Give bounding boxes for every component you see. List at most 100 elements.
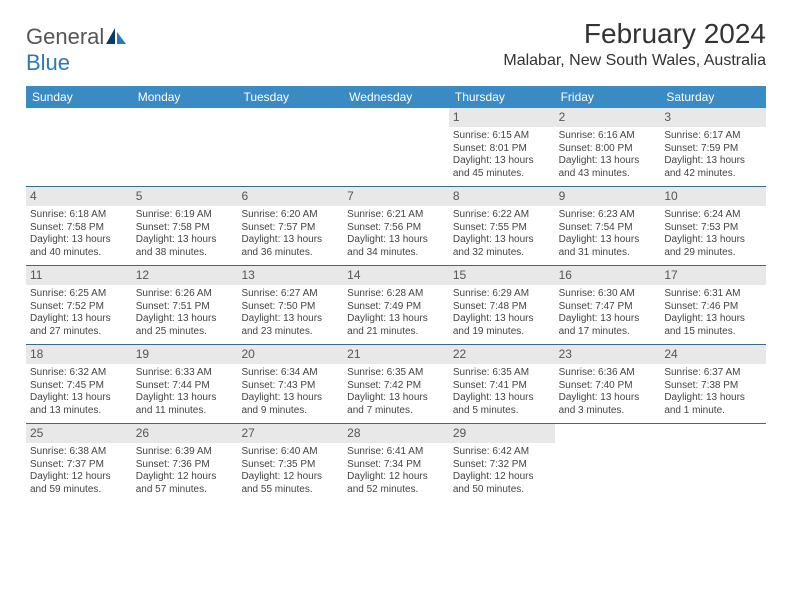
logo-word2: Blue bbox=[26, 50, 70, 75]
calendar-row: 11Sunrise: 6:25 AMSunset: 7:52 PMDayligh… bbox=[26, 266, 766, 345]
calendar-cell: 4Sunrise: 6:18 AMSunset: 7:58 PMDaylight… bbox=[26, 187, 132, 265]
sunset-line: Sunset: 7:41 PM bbox=[453, 380, 551, 393]
daylight-line: Daylight: 13 hours and 27 minutes. bbox=[30, 313, 128, 338]
day-number: 25 bbox=[26, 424, 132, 443]
daylight-line: Daylight: 13 hours and 42 minutes. bbox=[664, 155, 762, 180]
calendar-cell: 22Sunrise: 6:35 AMSunset: 7:41 PMDayligh… bbox=[449, 345, 555, 423]
sunrise-line: Sunrise: 6:36 AM bbox=[559, 367, 657, 380]
sunrise-line: Sunrise: 6:23 AM bbox=[559, 209, 657, 222]
day-number: 4 bbox=[26, 187, 132, 206]
daylight-line: Daylight: 13 hours and 17 minutes. bbox=[559, 313, 657, 338]
day-number: 14 bbox=[343, 266, 449, 285]
weekday-header: Wednesday bbox=[343, 86, 449, 108]
calendar-cell: 27Sunrise: 6:40 AMSunset: 7:35 PMDayligh… bbox=[237, 424, 343, 502]
calendar-row: 1Sunrise: 6:15 AMSunset: 8:01 PMDaylight… bbox=[26, 108, 766, 187]
sunset-line: Sunset: 7:32 PM bbox=[453, 459, 551, 472]
weekday-header: Tuesday bbox=[237, 86, 343, 108]
calendar-cell: 11 Sunrise: 6:25 AMSunset: 7:52 PMDayligh… bbox=[26, 266, 132, 344]
weekday-header: Sunday bbox=[26, 86, 132, 108]
day-number: 23 bbox=[555, 345, 661, 364]
calendar-row: 25Sunrise: 6:38 AMSunset: 7:37 PMDayligh… bbox=[26, 424, 766, 502]
daylight-line: Daylight: 13 hours and 19 minutes. bbox=[453, 313, 551, 338]
day-number: 12 bbox=[132, 266, 238, 285]
day-number: 26 bbox=[132, 424, 238, 443]
sunset-line: Sunset: 7:34 PM bbox=[347, 459, 445, 472]
calendar-cell: 6Sunrise: 6:20 AMSunset: 7:57 PMDaylight… bbox=[237, 187, 343, 265]
daylight-line: Daylight: 13 hours and 38 minutes. bbox=[136, 234, 234, 259]
calendar-cell bbox=[237, 108, 343, 186]
daylight-line: Daylight: 13 hours and 3 minutes. bbox=[559, 392, 657, 417]
daylight-line: Daylight: 13 hours and 11 minutes. bbox=[136, 392, 234, 417]
sunrise-line: Sunrise: 6:28 AM bbox=[347, 288, 445, 301]
sunrise-line: Sunrise: 6:35 AM bbox=[453, 367, 551, 380]
sunrise-line: Sunrise: 6:16 AM bbox=[559, 130, 657, 143]
sunset-line: Sunset: 7:50 PM bbox=[241, 301, 339, 314]
calendar-cell bbox=[26, 108, 132, 186]
daylight-line: Daylight: 13 hours and 31 minutes. bbox=[559, 234, 657, 259]
sunset-line: Sunset: 7:59 PM bbox=[664, 143, 762, 156]
sunset-line: Sunset: 7:51 PM bbox=[136, 301, 234, 314]
daylight-line: Daylight: 12 hours and 50 minutes. bbox=[453, 471, 551, 496]
daylight-line: Daylight: 12 hours and 59 minutes. bbox=[30, 471, 128, 496]
sunset-line: Sunset: 7:49 PM bbox=[347, 301, 445, 314]
calendar-cell: 9Sunrise: 6:23 AMSunset: 7:54 PMDaylight… bbox=[555, 187, 661, 265]
sunrise-line: Sunrise: 6:31 AM bbox=[664, 288, 762, 301]
sunrise-line: Sunrise: 6:39 AM bbox=[136, 446, 234, 459]
sunrise-line: Sunrise: 6:34 AM bbox=[241, 367, 339, 380]
sunset-line: Sunset: 7:40 PM bbox=[559, 380, 657, 393]
sunrise-line: Sunrise: 6:25 AM bbox=[30, 288, 128, 301]
daylight-line: Daylight: 13 hours and 43 minutes. bbox=[559, 155, 657, 180]
logo-sail-icon bbox=[106, 28, 126, 49]
day-number: 24 bbox=[660, 345, 766, 364]
calendar-cell: 18Sunrise: 6:32 AMSunset: 7:45 PMDayligh… bbox=[26, 345, 132, 423]
sunset-line: Sunset: 7:36 PM bbox=[136, 459, 234, 472]
sunset-line: Sunset: 7:55 PM bbox=[453, 222, 551, 235]
daylight-line: Daylight: 12 hours and 55 minutes. bbox=[241, 471, 339, 496]
header: General Blue February 2024 Malabar, New … bbox=[26, 18, 766, 76]
sunrise-line: Sunrise: 6:18 AM bbox=[30, 209, 128, 222]
sunset-line: Sunset: 7:48 PM bbox=[453, 301, 551, 314]
sunset-line: Sunset: 7:56 PM bbox=[347, 222, 445, 235]
calendar-row: 4Sunrise: 6:18 AMSunset: 7:58 PMDaylight… bbox=[26, 187, 766, 266]
sunrise-line: Sunrise: 6:26 AM bbox=[136, 288, 234, 301]
sunrise-line: Sunrise: 6:15 AM bbox=[453, 130, 551, 143]
day-number: 20 bbox=[237, 345, 343, 364]
daylight-line: Daylight: 13 hours and 25 minutes. bbox=[136, 313, 234, 338]
daylight-line: Daylight: 13 hours and 36 minutes. bbox=[241, 234, 339, 259]
daylight-line: Daylight: 13 hours and 5 minutes. bbox=[453, 392, 551, 417]
sunrise-line: Sunrise: 6:32 AM bbox=[30, 367, 128, 380]
calendar-cell bbox=[132, 108, 238, 186]
daylight-line: Daylight: 13 hours and 9 minutes. bbox=[241, 392, 339, 417]
sunset-line: Sunset: 7:53 PM bbox=[664, 222, 762, 235]
sunrise-line: Sunrise: 6:27 AM bbox=[241, 288, 339, 301]
day-number: 11 bbox=[26, 266, 132, 285]
sunset-line: Sunset: 7:35 PM bbox=[241, 459, 339, 472]
calendar-cell: 24Sunrise: 6:37 AMSunset: 7:38 PMDayligh… bbox=[660, 345, 766, 423]
day-number: 2 bbox=[555, 108, 661, 127]
calendar-cell: 15Sunrise: 6:29 AMSunset: 7:48 PMDayligh… bbox=[449, 266, 555, 344]
sunset-line: Sunset: 7:52 PM bbox=[30, 301, 128, 314]
calendar-cell: 2 Sunrise: 6:16 AMSunset: 8:00 PMDaylight… bbox=[555, 108, 661, 186]
sunset-line: Sunset: 8:00 PM bbox=[559, 143, 657, 156]
daylight-line: Daylight: 13 hours and 15 minutes. bbox=[664, 313, 762, 338]
day-number: 28 bbox=[343, 424, 449, 443]
daylight-line: Daylight: 13 hours and 1 minute. bbox=[664, 392, 762, 417]
day-number: 3 bbox=[660, 108, 766, 127]
sunset-line: Sunset: 7:54 PM bbox=[559, 222, 657, 235]
sunrise-line: Sunrise: 6:19 AM bbox=[136, 209, 234, 222]
day-number: 17 bbox=[660, 266, 766, 285]
day-number: 10 bbox=[660, 187, 766, 206]
calendar-row: 18Sunrise: 6:32 AMSunset: 7:45 PMDayligh… bbox=[26, 345, 766, 424]
title-block: February 2024 Malabar, New South Wales, … bbox=[503, 18, 766, 70]
month-title: February 2024 bbox=[503, 18, 766, 50]
sunset-line: Sunset: 8:01 PM bbox=[453, 143, 551, 156]
calendar-cell: 10Sunrise: 6:24 AMSunset: 7:53 PMDayligh… bbox=[660, 187, 766, 265]
calendar-cell bbox=[555, 424, 661, 502]
daylight-line: Daylight: 12 hours and 57 minutes. bbox=[136, 471, 234, 496]
daylight-line: Daylight: 13 hours and 13 minutes. bbox=[30, 392, 128, 417]
day-number: 16 bbox=[555, 266, 661, 285]
calendar-cell: 5Sunrise: 6:19 AMSunset: 7:58 PMDaylight… bbox=[132, 187, 238, 265]
day-number: 13 bbox=[237, 266, 343, 285]
calendar-cell: 3Sunrise: 6:17 AMSunset: 7:59 PMDaylight… bbox=[660, 108, 766, 186]
calendar-cell: 17Sunrise: 6:31 AMSunset: 7:46 PMDayligh… bbox=[660, 266, 766, 344]
